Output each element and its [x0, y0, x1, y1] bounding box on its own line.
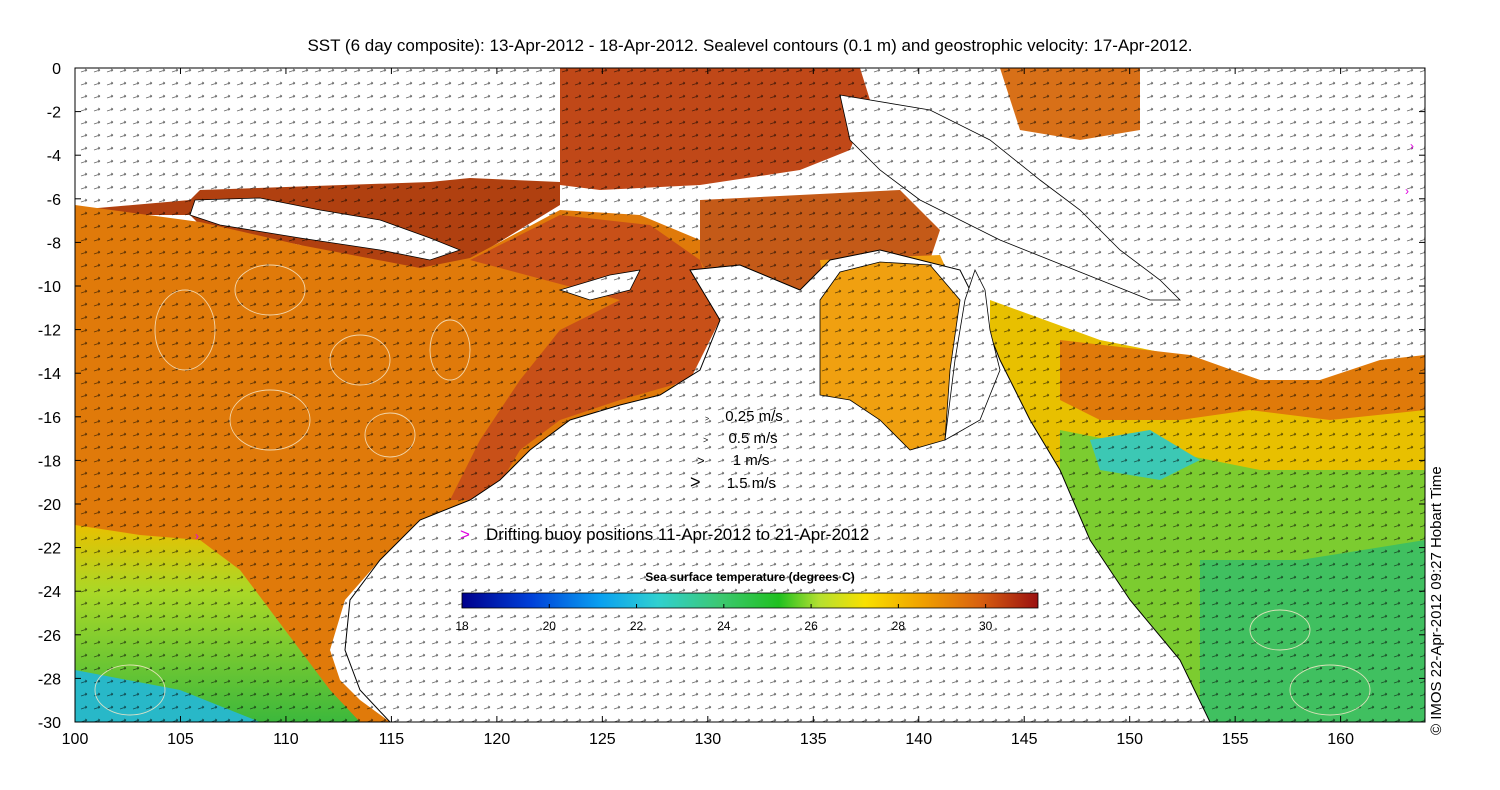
velocity-arrow-icon: > [703, 435, 709, 445]
y-axis: 0 -2 -4 -6 -8 -10 -12 -14 -16 -18 -20 -22 -24 -26 -28 -… [38, 61, 1425, 732]
colorbar-tick-label: 24 [717, 619, 731, 633]
y-tick-label: -2 [47, 105, 61, 122]
y-tick-label: -8 [47, 235, 61, 252]
x-tick-label: 150 [1116, 731, 1143, 748]
velocity-legend-3: > 1 m/s [697, 452, 769, 469]
velocity-arrow-icon: > [690, 472, 701, 492]
x-tick-label: 135 [800, 731, 827, 748]
velocity-legend-2: > 0.5 m/s [703, 430, 778, 447]
x-tick-label: 155 [1222, 731, 1249, 748]
colorbar-tick-label: 18 [455, 619, 469, 633]
y-tick-label: -30 [38, 715, 61, 732]
map-title: SST (6 day composite): 13-Apr-2012 - 18-… [307, 36, 1193, 55]
y-tick-label: -24 [38, 584, 61, 601]
velocity-legend-label: 0.5 m/s [728, 430, 778, 447]
buoy-marker: › [195, 529, 199, 543]
buoy-markers: › › › [195, 139, 1414, 543]
x-tick-label: 125 [589, 731, 616, 748]
y-tick-label: -12 [38, 323, 61, 340]
velocity-arrow-icon: > [697, 453, 705, 468]
sealevel-contours [94, 264, 1371, 716]
map-frame [74, 67, 1426, 723]
colorbar-tick-label: 20 [543, 619, 557, 633]
y-tick-label: -20 [38, 497, 61, 514]
colorbar-tick-label: 28 [892, 619, 906, 633]
x-tick-label: 115 [379, 731, 405, 748]
x-tick-label: 160 [1327, 731, 1354, 748]
colorbar-tick-label: 30 [979, 619, 993, 633]
y-tick-label: -4 [47, 148, 61, 165]
velocity-field [75, 68, 1425, 722]
x-tick-label: 105 [167, 731, 194, 748]
y-tick-label: -14 [38, 366, 61, 383]
x-tick-label: 145 [1011, 731, 1038, 748]
x-axis: 100 105 110 115 120 125 130 135 140 145 150 155 160 [62, 68, 1354, 748]
y-tick-label: -26 [38, 628, 61, 645]
y-tick-label: -18 [38, 453, 61, 470]
colorbar-ticks: 18 20 22 24 26 28 30 [455, 604, 993, 633]
x-tick-label: 100 [62, 731, 89, 748]
colorbar-tick-label: 22 [630, 619, 644, 633]
x-tick-label: 120 [484, 731, 511, 748]
y-tick-label: -28 [38, 671, 61, 688]
velocity-arrow-icon: > [705, 416, 710, 423]
velocity-legend-label: 0.25 m/s [725, 408, 783, 425]
y-tick-label: -16 [38, 410, 61, 427]
y-tick-label: -6 [47, 192, 61, 209]
y-tick-label: 0 [52, 61, 61, 78]
colorbar-title: Sea surface temperature (degrees C) [645, 570, 855, 584]
velocity-legend-4: > 1.5 m/s [690, 472, 776, 493]
buoy-marker: › [1405, 184, 1409, 198]
y-tick-label: -10 [38, 279, 61, 296]
buoy-marker-icon: > [460, 525, 470, 544]
colorbar [461, 592, 1039, 609]
x-tick-label: 110 [273, 731, 299, 748]
colorbar-tick-label: 26 [804, 619, 818, 633]
velocity-legend-label: 1.5 m/s [726, 475, 776, 492]
buoy-legend: > Drifting buoy positions 11-Apr-2012 to … [460, 525, 869, 545]
buoy-marker: › [1410, 139, 1414, 153]
buoy-legend-label: Drifting buoy positions 11-Apr-2012 to 2… [485, 525, 870, 544]
x-tick-label: 140 [905, 731, 932, 748]
velocity-legend-1: > 0.25 m/s [705, 408, 783, 425]
copyright-text: © IMOS 22-Apr-2012 09:27 Hobart Time [1428, 466, 1445, 735]
y-tick-label: -22 [38, 541, 61, 558]
velocity-legend-label: 1 m/s [732, 452, 770, 469]
x-tick-label: 130 [694, 731, 721, 748]
